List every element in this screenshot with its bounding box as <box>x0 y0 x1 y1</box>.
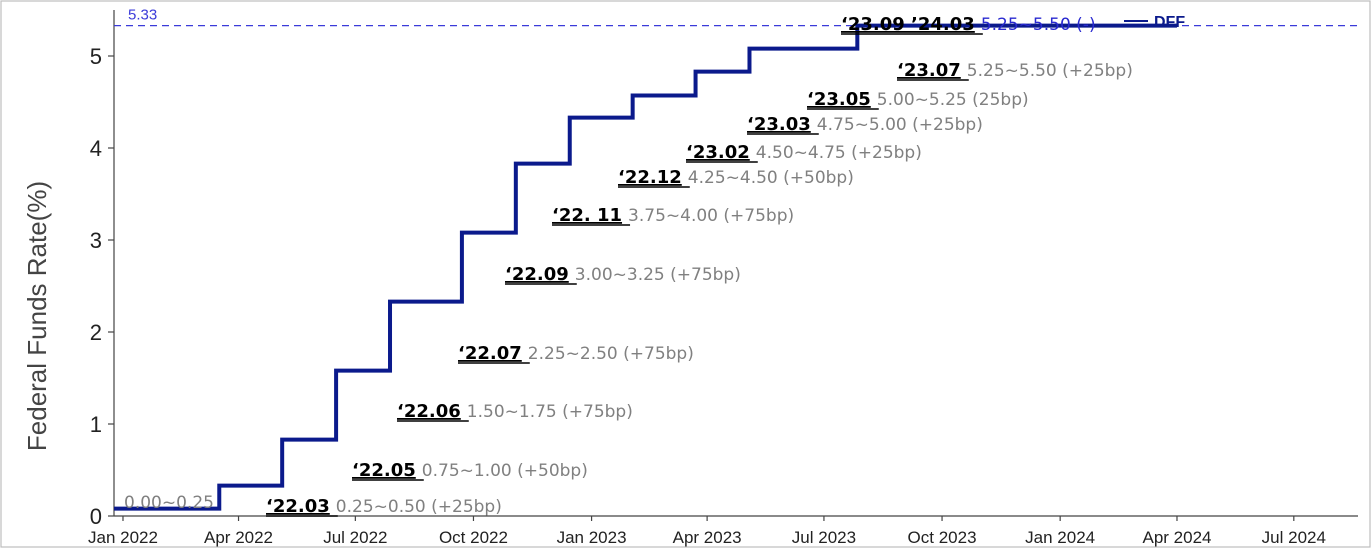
y-tick-label: 1 <box>90 412 102 437</box>
x-tick-label: Oct 2023 <box>908 528 977 547</box>
y-axis-label: Federal Funds Rate(%) <box>22 181 52 451</box>
annotation-date: ‘22.03 <box>266 496 330 517</box>
step-annotation: ‘23.09 ’24.03 5.25~5.50 (-) <box>841 14 1096 35</box>
annotation-date: ‘22.12 <box>618 167 682 188</box>
annotations: 0.00~0.25‘23.09 ’24.03 5.25~5.50 (-)‘23.0… <box>124 14 1133 517</box>
annotation-range: 5.00~5.25 (25bp) <box>877 90 1029 110</box>
annotation-range: 3.75~4.00 (+75bp) <box>628 206 794 226</box>
annotation-range: 5.25~5.50 (-) <box>981 15 1096 35</box>
annotation-range: 0.25~0.50 (+25bp) <box>336 497 502 517</box>
x-tick-label: Jul 2024 <box>1262 528 1326 547</box>
y-tick-label: 3 <box>90 228 102 253</box>
x-tick-label: Jul 2023 <box>792 528 856 547</box>
series-group <box>114 23 1177 511</box>
annotation-date: ‘23.02 <box>686 142 750 163</box>
step-annotation: ‘22. 11 3.75~4.00 (+75bp) <box>552 205 794 226</box>
annotation-date: ‘22. 11 <box>552 205 622 226</box>
step-annotation: ‘23.03 4.75~5.00 (+25bp) <box>747 114 983 135</box>
step-annotation: ‘22.07 2.25~2.50 (+75bp) <box>458 343 694 364</box>
annotation-date: ‘22.05 <box>352 460 416 481</box>
y-tick-label: 2 <box>90 320 102 345</box>
x-tick-label: Jul 2022 <box>323 528 387 547</box>
y-tick-label: 5 <box>90 44 102 69</box>
annotation-date: ‘23.05 <box>807 89 871 110</box>
step-annotation: ‘22.03 0.25~0.50 (+25bp) <box>266 496 502 517</box>
annotation-date: ‘23.07 <box>897 60 961 81</box>
legend-label-dff: DFF <box>1154 14 1185 31</box>
step-annotation: ‘23.07 5.25~5.50 (+25bp) <box>897 60 1133 81</box>
annotation-range: 4.75~5.00 (+25bp) <box>817 115 983 135</box>
y-tick-label: 0 <box>90 504 102 529</box>
annotation-range: 4.25~4.50 (+50bp) <box>688 168 854 188</box>
series-line-dff <box>114 23 1177 511</box>
step-annotation: ‘23.02 4.50~4.75 (+25bp) <box>686 142 922 163</box>
x-tick-label: Jan 2022 <box>88 528 158 547</box>
annotation-date: ‘23.03 <box>747 114 811 135</box>
step-annotation: ‘23.05 5.00~5.25 (25bp) <box>807 89 1029 110</box>
legend: DFF <box>1124 14 1185 31</box>
step-annotation: ‘22.09 3.00~3.25 (+75bp) <box>505 264 741 285</box>
x-tick-label: Apr 2023 <box>673 528 742 547</box>
annotation-range: 3.00~3.25 (+75bp) <box>575 265 741 285</box>
x-ticks: Jan 2022 Apr 2022 Jul 2022 Oct 2022 Jan 2023… <box>88 516 1326 547</box>
annotation-date: ‘22.07 <box>458 343 522 364</box>
initial-range-label: 0.00~0.25 <box>124 493 214 513</box>
y-tick-label: 4 <box>90 136 102 161</box>
annotation-date: ‘22.09 <box>505 264 569 285</box>
x-tick-label: Apr 2022 <box>204 528 273 547</box>
annotation-range: 4.50~4.75 (+25bp) <box>756 143 922 163</box>
annotation-range: 0.75~1.00 (+50bp) <box>422 461 588 481</box>
annotation-range: 1.50~1.75 (+75bp) <box>467 402 633 422</box>
annotation-date: ‘23.09 ’24.03 <box>841 14 975 35</box>
reference-line-label: 5.33 <box>128 7 157 24</box>
x-tick-label: Jan 2023 <box>557 528 627 547</box>
step-annotation: ‘22.06 1.50~1.75 (+75bp) <box>397 401 633 422</box>
step-annotation: ‘22.05 0.75~1.00 (+50bp) <box>352 460 588 481</box>
annotation-range: 2.25~2.50 (+75bp) <box>528 344 694 364</box>
x-tick-label: Jan 2024 <box>1025 528 1095 547</box>
x-tick-label: Apr 2024 <box>1142 528 1211 547</box>
annotation-range: 5.25~5.50 (+25bp) <box>967 61 1133 81</box>
y-ticks: 0 1 2 3 4 5 <box>90 44 114 529</box>
annotation-date: ‘22.06 <box>397 401 461 422</box>
x-tick-label: Oct 2022 <box>439 528 508 547</box>
step-annotation: ‘22.12 4.25~4.50 (+50bp) <box>618 167 854 188</box>
